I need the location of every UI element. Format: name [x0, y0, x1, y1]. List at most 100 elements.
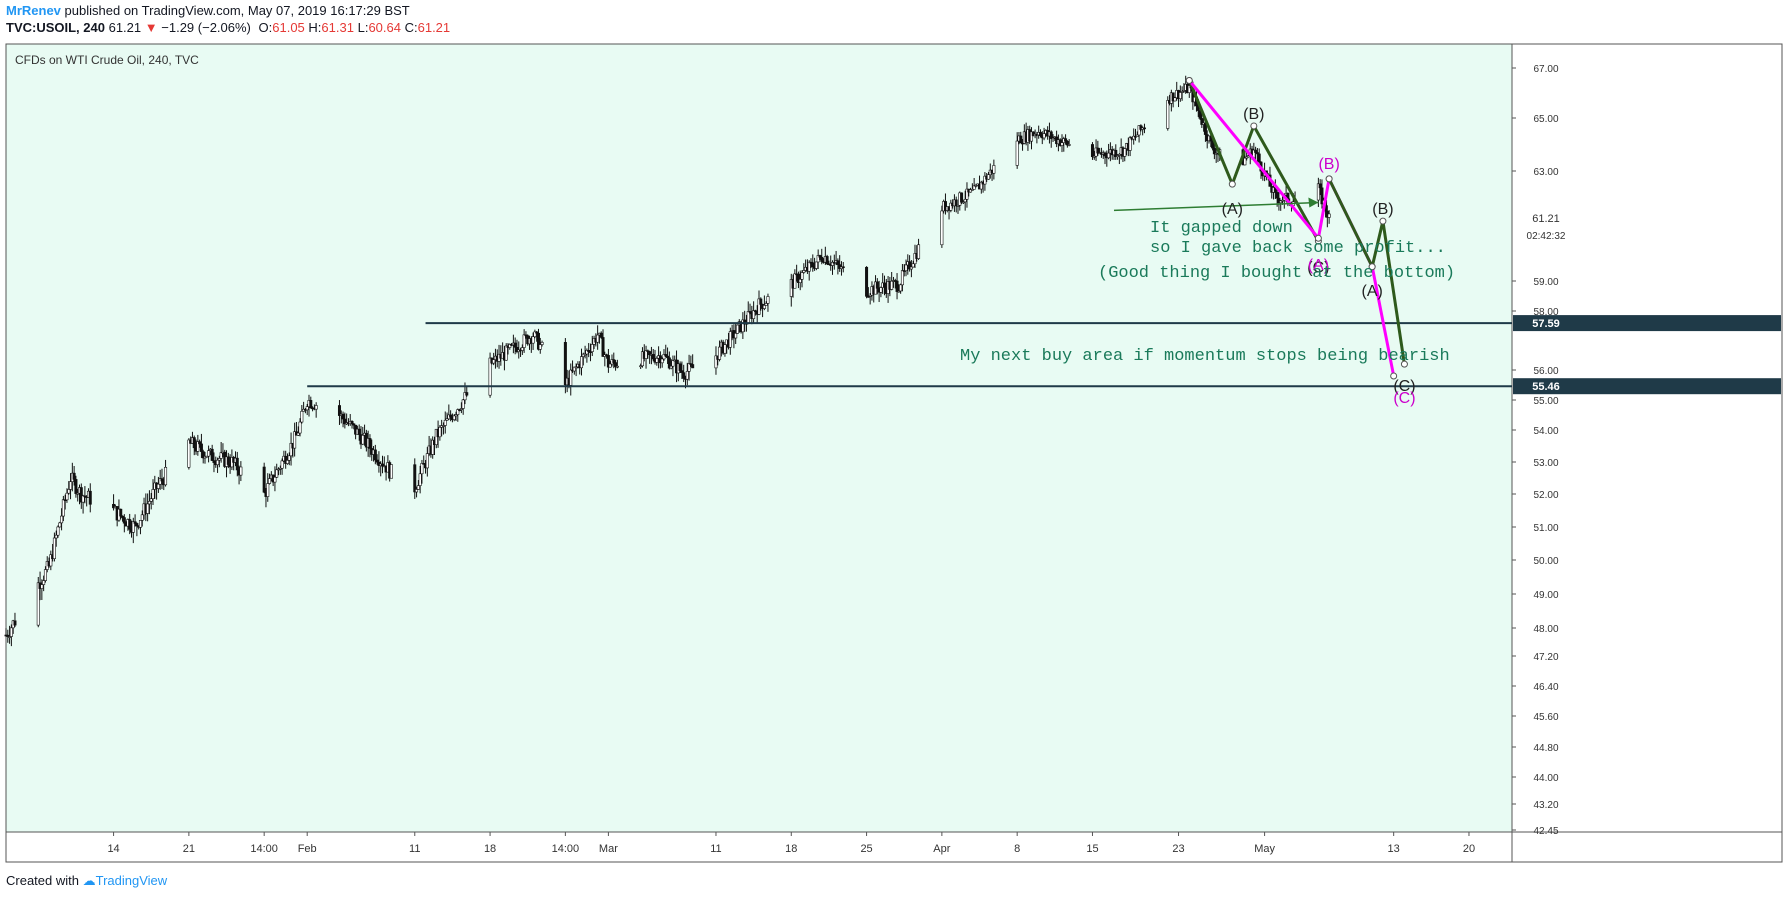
y-tick-label: 44.80: [1533, 743, 1558, 754]
wave-pivot-point: [1379, 217, 1387, 225]
candle-body: [1255, 152, 1259, 155]
published-text: published on TradingView.com, May 07, 20…: [64, 3, 410, 18]
candle-body: [814, 261, 818, 269]
candle-body: [69, 481, 73, 490]
wave-label: (A): [1222, 201, 1243, 218]
candle-body: [1281, 199, 1285, 202]
level-price-tag: [1513, 315, 1781, 332]
candle-body: [590, 344, 594, 352]
wave-label: (B): [1318, 156, 1339, 173]
annotation-text: (Good thing I bought at the bottom): [1098, 264, 1455, 283]
candle-body: [1142, 127, 1146, 130]
wave-label: (C): [1393, 390, 1415, 407]
candle-body: [305, 406, 309, 411]
candle-body: [909, 266, 913, 270]
footer: Created with ☁TradingView: [6, 873, 167, 889]
candle-body: [796, 273, 800, 283]
candle-body: [1171, 92, 1175, 102]
last-price: 61.21: [108, 20, 142, 35]
candle-body: [138, 520, 142, 528]
annotation-text: It gapped down: [1150, 219, 1293, 238]
candle-body: [199, 443, 203, 452]
y-tick-label: 67.00: [1533, 64, 1558, 75]
candle-body: [1243, 157, 1247, 166]
candle-body: [655, 358, 659, 363]
candle-body: [275, 469, 279, 478]
y-tick-label: 47.20: [1533, 652, 1558, 663]
candle-body: [899, 284, 903, 292]
candle-body: [1049, 131, 1053, 139]
candle-body: [459, 408, 463, 410]
candle-body: [210, 448, 214, 461]
y-tick-label: 44.00: [1533, 773, 1558, 784]
candle-body: [415, 489, 419, 493]
candle-body: [666, 355, 670, 359]
candle-body: [239, 466, 243, 476]
candle-body: [1114, 149, 1118, 158]
low-label: L:: [357, 20, 369, 35]
candle-body: [452, 415, 456, 420]
candle-body: [65, 492, 69, 501]
candle-body: [531, 336, 535, 344]
wave-label: (A): [1308, 257, 1329, 274]
candle-body: [836, 260, 840, 265]
candle-body: [904, 264, 908, 271]
candle-body: [147, 500, 151, 505]
candle-body: [216, 459, 220, 466]
candle-body: [196, 441, 200, 452]
candle-body: [961, 201, 965, 204]
candle-body: [969, 189, 973, 193]
candle-body: [831, 261, 835, 266]
candle-body: [1254, 149, 1258, 153]
candle-body: [1135, 134, 1139, 137]
candle-body: [608, 363, 612, 368]
candle-body: [807, 261, 811, 272]
candle-body: [902, 270, 906, 272]
candle-body: [413, 464, 417, 493]
candle-body: [691, 364, 695, 369]
candle-body: [1015, 140, 1019, 166]
candle-body: [1277, 197, 1281, 204]
candle-body: [54, 534, 58, 539]
high-label: H:: [308, 20, 322, 35]
candle-body: [285, 460, 289, 464]
candle-body: [723, 344, 727, 354]
tradingview-brand[interactable]: TradingView: [95, 873, 168, 888]
candle-body: [266, 483, 270, 497]
candle-body: [122, 517, 126, 524]
candle-body: [454, 414, 458, 417]
y-tick-label: 50.00: [1533, 556, 1558, 567]
annotation-text: My next buy area if momentum stops being…: [960, 347, 1450, 366]
symbol-label: TVC:USOIL, 240: [6, 20, 105, 35]
candle-body: [882, 282, 886, 288]
y-tick-label: 51.00: [1533, 523, 1558, 534]
candle-body: [587, 350, 591, 352]
candle-body: [1166, 100, 1170, 129]
x-tick-label: 11: [710, 843, 721, 855]
candle-body: [612, 359, 616, 363]
candle-body: [960, 192, 964, 203]
candle-body: [112, 503, 116, 509]
candle-body: [72, 472, 76, 480]
candle-body: [1051, 137, 1055, 140]
candle-body: [943, 201, 947, 211]
candle-body: [599, 332, 603, 338]
chart-title: CFDs on WTI Crude Oil, 240, TVC: [15, 53, 199, 67]
candle-body: [314, 405, 318, 410]
candle-body: [1180, 91, 1184, 93]
candle-body: [596, 334, 600, 343]
author-link[interactable]: MrRenev: [6, 3, 61, 18]
publish-info: MrRenev published on TradingView.com, Ma…: [6, 3, 410, 18]
candle-body: [1019, 135, 1023, 144]
candle-body: [217, 458, 221, 461]
candle-body: [40, 584, 44, 589]
candle-body: [908, 261, 912, 270]
candle-body: [970, 189, 974, 191]
y-tick-label: 58.00: [1533, 307, 1558, 318]
candle-body: [6, 634, 10, 637]
candle-body: [762, 305, 766, 309]
candle-body: [818, 255, 822, 258]
y-tick-label: 59.00: [1533, 277, 1558, 288]
candle-body: [680, 370, 684, 373]
